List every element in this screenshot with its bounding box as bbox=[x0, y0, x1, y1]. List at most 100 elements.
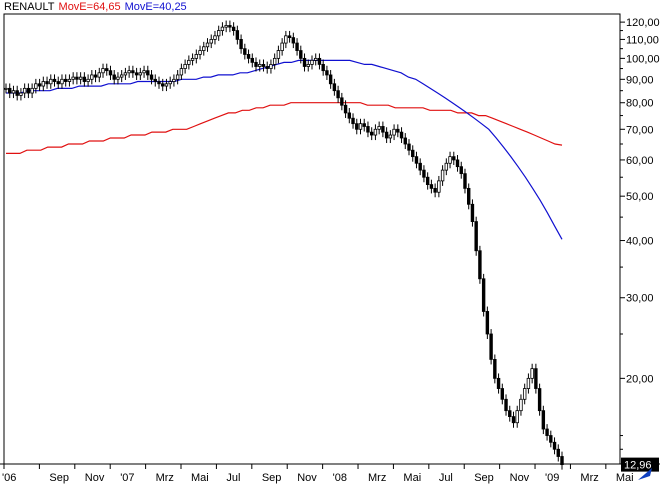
candle-body bbox=[310, 59, 314, 65]
candle-body bbox=[127, 70, 131, 74]
candle-body bbox=[56, 81, 60, 85]
candle-body bbox=[142, 70, 146, 74]
candle-body bbox=[190, 57, 195, 61]
legend-item-move-64: MovE=64,65 bbox=[58, 1, 121, 13]
candle-body bbox=[362, 123, 366, 127]
candle-body bbox=[343, 104, 348, 114]
x-tick-label: '07 bbox=[120, 472, 134, 484]
candle-body bbox=[123, 72, 128, 76]
candle-body bbox=[276, 50, 281, 59]
candle-body bbox=[496, 377, 501, 389]
candle-body bbox=[336, 90, 340, 99]
candle-body bbox=[511, 416, 516, 424]
candle-body bbox=[19, 92, 23, 96]
candle-body bbox=[183, 64, 187, 69]
last-value-tag: 12,96 bbox=[621, 457, 659, 480]
candle-body bbox=[448, 156, 452, 164]
candle-body bbox=[541, 410, 546, 430]
candle-body bbox=[112, 74, 116, 80]
candle-body bbox=[474, 221, 478, 252]
candle-body bbox=[246, 54, 251, 59]
x-tick-label: Sep bbox=[474, 472, 494, 484]
candle-body bbox=[422, 169, 426, 178]
candle-body bbox=[340, 97, 344, 106]
candle-body bbox=[403, 137, 407, 145]
candle-body bbox=[45, 81, 49, 85]
candle-body bbox=[138, 72, 143, 76]
candle-body bbox=[493, 359, 497, 379]
candle-body bbox=[105, 68, 109, 72]
candle-body bbox=[545, 428, 549, 436]
candle-body bbox=[243, 48, 247, 55]
candle-body bbox=[373, 128, 378, 136]
candle-body bbox=[157, 81, 161, 85]
series-move-40 bbox=[6, 59, 563, 240]
x-tick-label: Sep bbox=[49, 472, 69, 484]
candle-body bbox=[63, 78, 68, 82]
candle-body bbox=[299, 50, 303, 59]
draw-tool-icon[interactable] bbox=[638, 468, 652, 480]
candle-body bbox=[30, 87, 34, 94]
candle-body bbox=[332, 83, 337, 92]
candle-body bbox=[97, 72, 101, 78]
candle-body bbox=[172, 78, 176, 82]
candle-body bbox=[306, 64, 310, 67]
x-tick-label: '08 bbox=[333, 472, 347, 484]
candle-body bbox=[194, 54, 199, 59]
candle-body bbox=[119, 74, 124, 78]
candle-body bbox=[396, 128, 400, 133]
candle-body bbox=[131, 70, 135, 74]
legend-item-move-40: MovE=40,25 bbox=[124, 1, 187, 13]
candle-body bbox=[381, 126, 385, 133]
x-tick-label: Mai bbox=[191, 472, 209, 484]
candle-body bbox=[168, 81, 172, 85]
candle-body bbox=[52, 78, 57, 82]
candle-body bbox=[41, 81, 46, 87]
candle-body bbox=[425, 176, 430, 185]
x-tick-label: '06 bbox=[2, 472, 16, 484]
candle-body bbox=[552, 441, 557, 450]
candle-body bbox=[250, 57, 254, 63]
candle-body bbox=[82, 76, 87, 82]
candle-body bbox=[470, 203, 475, 222]
candle-body bbox=[317, 57, 322, 65]
candle-body bbox=[321, 64, 325, 72]
candle-body bbox=[179, 68, 184, 76]
candle-body bbox=[489, 333, 493, 360]
x-tick-label: Mai bbox=[403, 472, 421, 484]
x-tick-label: Mrz bbox=[580, 472, 598, 484]
line-move-64-65 bbox=[6, 102, 563, 154]
candle-body bbox=[22, 87, 27, 94]
candle-body bbox=[34, 83, 38, 89]
candle-body bbox=[37, 83, 42, 87]
candle-body bbox=[265, 66, 269, 69]
candle-body bbox=[116, 76, 120, 80]
y-tick-label: 50,00 bbox=[626, 191, 654, 203]
x-tick-label: Jul bbox=[439, 472, 453, 484]
x-axis: '06 Sep Nov '07 Mrz Mai Jul Sep Nov '08 Mrz Mai Jul S… bbox=[2, 464, 634, 484]
y-tick-label: 20,00 bbox=[626, 373, 654, 385]
candle-body bbox=[388, 134, 393, 139]
y-tick-label: 30,00 bbox=[626, 293, 654, 305]
candle-body bbox=[522, 388, 527, 400]
candle-body bbox=[351, 117, 355, 125]
candle-body bbox=[314, 57, 318, 61]
candle-body bbox=[519, 398, 523, 412]
candle-body bbox=[526, 377, 531, 389]
legend-item-renault: RENAULT bbox=[4, 1, 55, 13]
candle-body bbox=[534, 368, 538, 389]
candle-body bbox=[325, 70, 329, 76]
candle-body bbox=[418, 162, 422, 171]
candle-body bbox=[220, 26, 225, 31]
candle-body bbox=[101, 68, 105, 74]
candle-body bbox=[239, 39, 243, 50]
candle-body bbox=[202, 46, 206, 51]
candle-body bbox=[478, 250, 482, 280]
candle-body bbox=[467, 187, 471, 205]
candle-body bbox=[284, 35, 288, 44]
candle-body bbox=[366, 126, 370, 133]
x-tick-label: Jul bbox=[226, 472, 240, 484]
candle-body bbox=[455, 159, 460, 168]
candle-body bbox=[187, 59, 191, 65]
candle-body bbox=[369, 131, 374, 136]
